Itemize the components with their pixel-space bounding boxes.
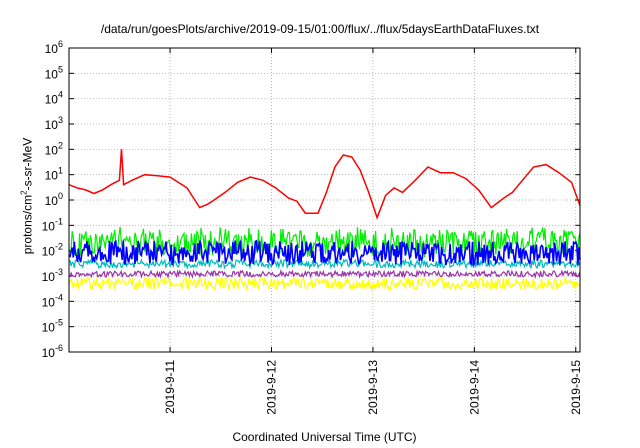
y-tick-label-base: 10 [45,42,59,56]
x-tick-label: 2019-9-11 [163,360,177,414]
y-tick-label-exponent: -4 [55,292,63,302]
y-axis-label: protons/cm2-s-sr-MeV [20,138,35,254]
y-tick-label-exponent: 3 [58,115,63,125]
chart-title: /data/run/goesPlots/archive/2019-09-15/0… [100,22,540,36]
y-tick-label: 10-1 [42,216,63,233]
series-line [68,275,581,292]
y-tick-label: 104 [45,90,63,107]
x-tick-label: 2019-9-12 [264,360,278,415]
y-tick-label-base: 10 [42,219,56,233]
y-axis-label-prefix: protons/cm [20,194,35,255]
y-tick-label-exponent: -5 [55,318,63,328]
y-tick-label-exponent: -1 [55,216,63,226]
y-tick-label: 10-2 [42,242,63,259]
y-tick-label: 100 [45,191,63,208]
y-tick-label: 102 [45,140,63,157]
y-tick-label: 101 [45,166,63,183]
x-tick-label: 2019-9-14 [467,360,481,415]
y-tick-label: 105 [45,64,63,81]
y-tick-label-base: 10 [45,118,59,132]
y-tick-label-base: 10 [42,346,56,360]
y-tick-label: 10-6 [42,343,63,360]
y-tick-label: 10-4 [42,292,63,309]
y-tick-label-exponent: -2 [55,242,63,252]
series-line [68,268,581,279]
y-tick-label-exponent: -3 [55,267,63,277]
y-tick-label-base: 10 [45,143,59,157]
x-axis-label: Coordinated Universal Time (UTC) [232,430,417,444]
y-tick-label: 10-3 [42,267,63,284]
y-tick-label-base: 10 [45,169,59,183]
series-line [68,149,581,220]
y-tick-label: 103 [45,115,63,132]
y-tick-label-base: 10 [42,321,56,335]
y-tick-label: 106 [45,39,63,56]
y-tick-label-base: 10 [45,67,59,81]
y-tick-label-base: 10 [45,194,59,208]
y-tick-label-base: 10 [42,270,56,284]
series-line [68,257,581,271]
plot-frame [68,47,581,353]
x-tick-label: 2019-9-15 [569,360,583,415]
y-tick-label-exponent: 0 [58,191,63,201]
series-line [68,239,581,267]
y-tick-label-exponent: 1 [58,166,63,176]
y-tick-label: 10-5 [42,318,63,335]
y-tick-label-base: 10 [42,295,56,309]
y-tick-label-exponent: 6 [58,39,63,49]
y-axis-label-sup: 2 [19,190,29,195]
y-axis-label-suffix: -s-sr-MeV [20,137,35,191]
y-tick-label-base: 10 [42,245,56,259]
y-tick-label-exponent: 5 [58,64,63,74]
y-tick-label-exponent: 2 [58,140,63,150]
x-tick-label: 2019-9-13 [366,360,380,415]
y-tick-label-exponent: -6 [55,343,63,353]
y-tick-label-base: 10 [45,93,59,107]
y-tick-label-exponent: 4 [58,90,63,100]
